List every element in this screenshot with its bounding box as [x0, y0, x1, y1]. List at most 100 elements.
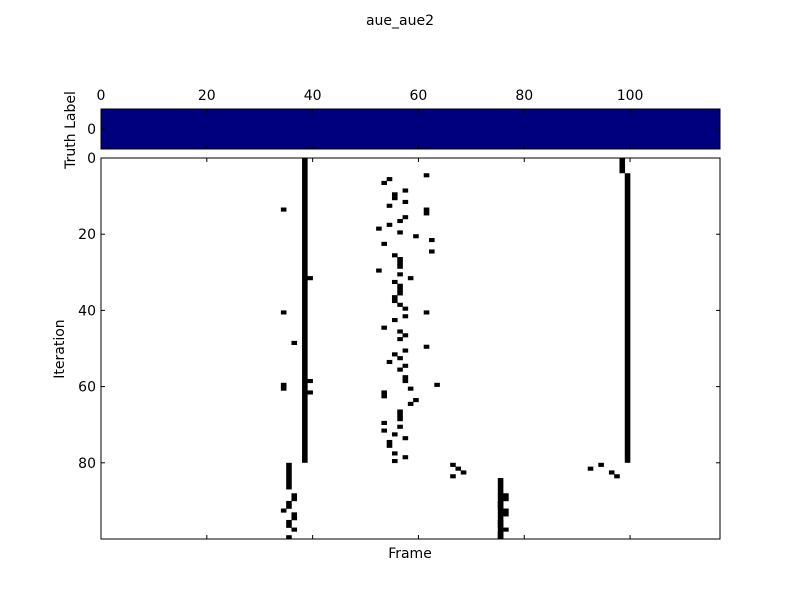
heatmap-cell [291, 497, 298, 502]
heatmap-cell [413, 398, 419, 403]
heatmap-cell [291, 512, 298, 517]
heatmap-band [286, 462, 292, 490]
heatmap-cell [497, 535, 504, 540]
heatmap-cell [386, 359, 393, 365]
heatmap-cell [429, 249, 435, 254]
heatmap-cell [497, 504, 504, 509]
truth-label-strip [101, 109, 720, 149]
main-ytick-label: 0 [87, 151, 96, 167]
truth-label-axis-label: Truth Label [63, 91, 79, 170]
heatmap-cell [381, 241, 387, 246]
heatmap-cell [402, 215, 409, 220]
top-xtick-label: 100 [617, 88, 644, 104]
heatmap-panel: 0 20 40 60 80 Frame Iteration [52, 151, 721, 562]
heatmap-cell [397, 283, 403, 288]
heatmap-cell [391, 196, 398, 201]
heatmap-cell [286, 535, 292, 540]
heatmap-cell [391, 298, 398, 304]
main-ytick-label: 60 [78, 380, 96, 396]
heatmap-cell [497, 519, 504, 525]
truth-label-panel: 0 20 40 60 80 100 0 Truth Label [63, 88, 721, 170]
heatmap-cell [280, 310, 287, 315]
heatmap-cell [391, 352, 398, 357]
heatmap-cell [423, 173, 430, 178]
top-xtick-label: 0 [97, 88, 106, 104]
heatmap-cell [391, 192, 398, 197]
heatmap-cell [291, 516, 298, 521]
heatmap-cell [397, 218, 403, 224]
heatmap-cell [286, 500, 292, 506]
heatmap-cell [280, 508, 287, 513]
heatmap-cell [402, 314, 409, 319]
heatmap-cell [503, 493, 509, 498]
heatmap-cell [460, 470, 467, 475]
heatmap-cell [386, 439, 393, 445]
heatmap-cell [397, 302, 403, 307]
heatmap-cell [402, 375, 409, 380]
heatmap-cell [429, 238, 435, 243]
top-xtick-label: 60 [410, 88, 428, 104]
heatmap-cell [386, 443, 393, 448]
heatmap-cell [503, 527, 509, 532]
heatmap-cell [307, 378, 313, 384]
heatmap-cell [391, 451, 398, 456]
heatmap-cell [391, 318, 398, 323]
heatmap-cell [280, 386, 287, 391]
heatmap-cell [402, 306, 409, 311]
heatmap-band [302, 158, 308, 463]
heatmap-cell [450, 474, 456, 479]
heatmap-cell [423, 310, 430, 315]
heatmap-cell [402, 348, 409, 353]
x-axis-label: Frame [388, 546, 432, 562]
heatmap-cell [381, 394, 387, 399]
heatmap-cell [391, 458, 398, 464]
top-xtick-group: 0 20 40 60 80 100 [97, 88, 644, 149]
heatmap-cell [397, 337, 403, 342]
top-ytick: 0 [87, 122, 720, 138]
y-axis-label: Iteration [52, 319, 68, 378]
heatmap-cell [376, 268, 382, 273]
top-ytick-label: 0 [87, 122, 96, 138]
heatmap-cell [402, 436, 409, 441]
heatmap-cell [402, 188, 409, 193]
heatmap-cell [397, 356, 403, 361]
heatmap-cell [402, 378, 409, 384]
heatmap-cell [291, 493, 298, 498]
heatmap-cell [423, 344, 430, 349]
heatmap-band [619, 158, 626, 174]
heatmap-frame [100, 157, 721, 540]
heatmap-cell [381, 180, 387, 185]
heatmap-cell [381, 428, 387, 433]
heatmap-cell [397, 260, 403, 265]
heatmap-cell [376, 226, 382, 231]
heatmap-cell [587, 466, 594, 471]
top-xtick-label: 40 [304, 88, 322, 104]
heatmap-cell [397, 413, 403, 418]
heatmap-cell [455, 466, 462, 471]
heatmap-cell [598, 462, 604, 467]
main-ytick-label: 40 [78, 303, 96, 319]
heatmap-cell [386, 177, 393, 182]
heatmap-cell [397, 287, 403, 292]
heatmap-cell [413, 234, 419, 239]
heatmap-cell [397, 257, 403, 262]
heatmap-cell [286, 519, 292, 525]
heatmap-cell [397, 291, 403, 296]
main-ytick-group: 0 20 40 60 80 [78, 151, 720, 472]
heatmap-cell [286, 523, 292, 528]
heatmap-cell [386, 222, 393, 227]
heatmap-cell [307, 390, 313, 395]
heatmap-cell [503, 497, 509, 502]
heatmap-cell [497, 531, 504, 536]
heatmap-cell [423, 211, 430, 216]
heatmap-cell [397, 230, 403, 235]
heatmap-cell [381, 325, 387, 330]
heatmap-cell [391, 432, 398, 437]
heatmap-cell [614, 474, 620, 479]
heatmap-cell [397, 424, 403, 429]
top-xtick-label: 80 [515, 88, 533, 104]
main-ytick-label: 80 [78, 456, 96, 472]
main-xtick-marks [100, 158, 631, 539]
heatmap-cell [407, 401, 414, 406]
